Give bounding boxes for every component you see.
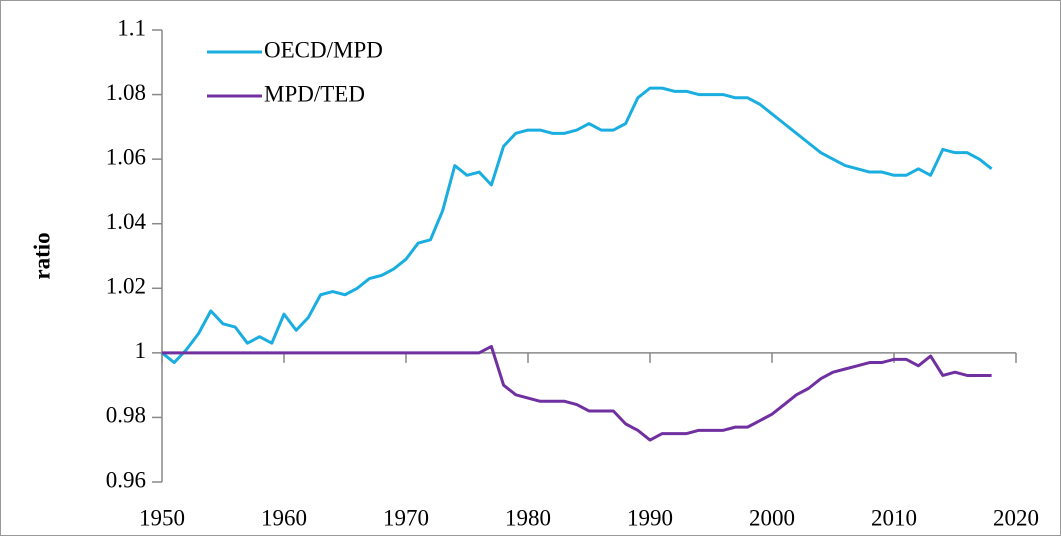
y-tick-label: 1.1 (117, 15, 146, 40)
x-tick-label: 2010 (871, 505, 917, 530)
x-tick-label: 1990 (627, 505, 673, 530)
x-tick-label: 1960 (261, 505, 307, 530)
series-line (162, 344, 992, 442)
legend-label: MPD/TED (264, 81, 365, 106)
x-tick-label: 2000 (749, 505, 795, 530)
y-tick-label: 0.96 (106, 467, 146, 492)
y-tick-label: 1.04 (106, 209, 147, 234)
y-tick-label: 1.02 (106, 274, 146, 299)
series-line (161, 86, 993, 365)
y-tick-label: 0.98 (106, 403, 146, 428)
x-tick-label: 1950 (139, 505, 185, 530)
y-tick-label: 1 (135, 338, 147, 363)
legend-label: OECD/MPD (264, 37, 383, 62)
x-tick-label: 2020 (993, 505, 1039, 530)
x-tick-label: 1980 (505, 505, 551, 530)
y-tick-label: 1.08 (106, 80, 146, 105)
y-axis-label: ratio (29, 232, 54, 279)
y-tick-label: 1.06 (106, 144, 146, 169)
x-tick-label: 1970 (383, 505, 429, 530)
